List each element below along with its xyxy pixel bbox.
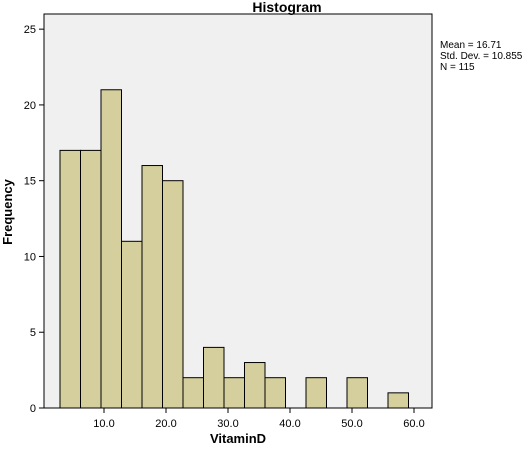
histogram-bar xyxy=(80,149,102,409)
stats-std-dev: Std. Dev. = 10.855 xyxy=(440,51,523,62)
histogram-bar xyxy=(346,377,368,409)
x-axis-label: VitaminD xyxy=(210,431,266,446)
x-tick-label: 30.0 xyxy=(217,418,238,430)
y-tick-label: 5 xyxy=(30,327,36,339)
x-tick-label: 10.0 xyxy=(93,418,114,430)
stats-box: Mean = 16.71 Std. Dev. = 10.855 N = 115 xyxy=(440,40,522,73)
y-tick-label: 15 xyxy=(24,176,36,188)
histogram-bar xyxy=(305,377,327,409)
histogram-bar xyxy=(100,89,122,409)
histogram-bar xyxy=(387,392,409,409)
x-tick-label: 50.0 xyxy=(341,418,362,430)
histogram-bar xyxy=(162,180,184,409)
y-tick-label: 10 xyxy=(24,251,36,263)
histogram-bar xyxy=(121,240,143,409)
histogram-bar xyxy=(203,346,225,409)
y-axis-label: Frequency xyxy=(0,178,15,245)
histogram-bar xyxy=(264,377,286,409)
y-tick-label: 0 xyxy=(30,403,36,415)
chart-title: Histogram xyxy=(252,0,321,15)
x-tick-label: 40.0 xyxy=(279,418,300,430)
histogram-bar xyxy=(244,362,266,409)
y-tick-label: 20 xyxy=(24,100,36,112)
stats-n: N = 115 xyxy=(440,62,475,73)
histogram-bar xyxy=(141,165,163,409)
x-tick-label: 20.0 xyxy=(155,418,176,430)
x-tick-label: 60.0 xyxy=(403,418,424,430)
histogram-bar xyxy=(59,149,81,409)
histogram-bar xyxy=(182,377,204,409)
y-tick-label: 25 xyxy=(24,24,36,36)
stats-mean: Mean = 16.71 xyxy=(440,40,502,51)
histogram-bar xyxy=(223,377,245,409)
